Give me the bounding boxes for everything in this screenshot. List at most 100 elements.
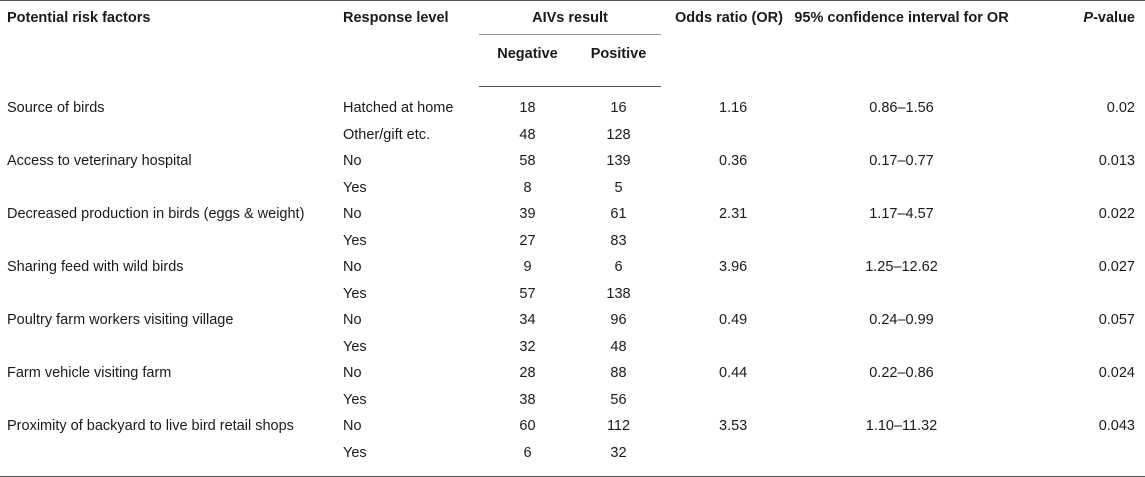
header-p-italic: P bbox=[1083, 10, 1094, 26]
p-value-cell bbox=[1009, 228, 1145, 255]
table-row: Yes 6 32 bbox=[0, 439, 1145, 477]
ci-cell: 1.10–11.32 bbox=[865, 418, 938, 434]
header-aivs: AIVs result bbox=[479, 0, 661, 35]
positive-cell: 139 bbox=[606, 153, 631, 169]
positive-cell: 96 bbox=[610, 312, 627, 328]
odds-ratio-cell bbox=[661, 439, 794, 477]
table-row: Decreased production in birds (eggs & we… bbox=[0, 201, 1145, 228]
factor-cell: Access to veterinary hospital bbox=[7, 153, 192, 169]
ci-cell: 0.17–0.77 bbox=[869, 153, 934, 169]
positive-cell: 112 bbox=[606, 418, 631, 434]
positive-cell: 138 bbox=[606, 285, 631, 302]
table-row: Proximity of backyard to live bird retai… bbox=[0, 413, 1145, 440]
response-cell: No bbox=[343, 312, 362, 328]
negative-cell: 34 bbox=[519, 312, 536, 328]
table-row: Poultry farm workers visiting village No 3… bbox=[0, 307, 1145, 334]
factor-cell bbox=[0, 175, 339, 202]
odds-ratio-cell: 0.49 bbox=[719, 312, 748, 328]
negative-cell: 6 bbox=[479, 439, 576, 477]
positive-cell: 16 bbox=[610, 100, 627, 116]
factor-cell bbox=[0, 122, 339, 149]
odds-ratio-cell bbox=[661, 122, 794, 149]
negative-cell: 57 bbox=[519, 285, 536, 302]
ci-cell bbox=[794, 281, 1009, 308]
odds-ratio-cell: 0.36 bbox=[719, 153, 748, 169]
response-cell: No bbox=[343, 206, 362, 222]
ci-cell: 1.25–12.62 bbox=[865, 259, 938, 275]
response-cell: Yes bbox=[343, 179, 367, 196]
odds-ratio-cell: 1.16 bbox=[719, 99, 748, 116]
ci-cell: 0.86–1.56 bbox=[869, 99, 934, 116]
table-row: Yes 57 138 bbox=[0, 281, 1145, 308]
odds-ratio-cell: 2.31 bbox=[719, 206, 748, 222]
table-row: Source of birds Hatched at home 18 16 1.16 0.… bbox=[0, 87, 1145, 122]
positive-cell: 48 bbox=[610, 338, 627, 355]
p-value-cell bbox=[1009, 439, 1145, 477]
odds-ratio-cell bbox=[661, 334, 794, 361]
table-row: Sharing feed with wild birds No 9 6 3.96 1.25… bbox=[0, 254, 1145, 281]
response-cell: Yes bbox=[343, 391, 367, 408]
odds-ratio-cell: 3.96 bbox=[719, 259, 748, 275]
table-row: Yes 32 48 bbox=[0, 334, 1145, 361]
negative-cell: 32 bbox=[519, 338, 536, 355]
negative-cell: 18 bbox=[519, 100, 536, 116]
factor-cell bbox=[0, 387, 339, 414]
negative-cell: 58 bbox=[519, 153, 536, 169]
odds-ratio-cell bbox=[661, 387, 794, 414]
negative-cell: 39 bbox=[519, 206, 536, 222]
positive-cell: 32 bbox=[576, 439, 661, 477]
response-cell: Yes bbox=[339, 439, 479, 477]
ci-cell bbox=[794, 387, 1009, 414]
p-value-cell: 0.027 bbox=[1098, 259, 1135, 275]
table-row: Yes 8 5 bbox=[0, 175, 1145, 202]
odds-ratio-cell bbox=[661, 228, 794, 255]
factor-cell: Farm vehicle visiting farm bbox=[7, 365, 172, 381]
table-row: Yes 27 83 bbox=[0, 228, 1145, 255]
response-cell: Yes bbox=[343, 285, 367, 302]
table-row: Yes 38 56 bbox=[0, 387, 1145, 414]
p-value-cell bbox=[1009, 175, 1145, 202]
response-cell: Hatched at home bbox=[343, 99, 454, 116]
p-value-cell bbox=[1009, 281, 1145, 308]
factor-cell: Source of birds bbox=[7, 99, 105, 116]
ci-cell bbox=[794, 439, 1009, 477]
response-cell: Other/gift etc. bbox=[343, 126, 431, 143]
p-value-cell: 0.013 bbox=[1098, 153, 1135, 169]
factor-cell bbox=[0, 228, 339, 255]
table-row: Farm vehicle visiting farm No 28 88 0.44 0.22… bbox=[0, 360, 1145, 387]
positive-cell: 88 bbox=[610, 365, 627, 381]
header-p-value: P-value bbox=[1009, 0, 1145, 87]
positive-cell: 128 bbox=[606, 126, 631, 143]
factor-cell bbox=[0, 439, 339, 477]
header-ci: 95% confidence interval for OR bbox=[794, 0, 1009, 87]
p-value-cell: 0.043 bbox=[1098, 418, 1135, 434]
ci-cell: 0.24–0.99 bbox=[869, 312, 934, 328]
header-p-rest: -value bbox=[1093, 10, 1135, 26]
p-value-cell bbox=[1009, 387, 1145, 414]
factor-cell bbox=[0, 334, 339, 361]
factor-cell: Decreased production in birds (eggs & we… bbox=[7, 206, 305, 222]
response-cell: Yes bbox=[343, 232, 367, 249]
odds-ratio-cell bbox=[661, 281, 794, 308]
positive-cell: 5 bbox=[614, 179, 623, 196]
response-cell: No bbox=[343, 418, 362, 434]
response-cell: Yes bbox=[343, 338, 367, 355]
ci-cell bbox=[794, 334, 1009, 361]
odds-ratio-cell: 3.53 bbox=[719, 418, 748, 434]
factor-cell: Poultry farm workers visiting village bbox=[7, 312, 234, 328]
negative-cell: 8 bbox=[523, 179, 532, 196]
positive-cell: 61 bbox=[610, 206, 627, 222]
p-value-cell: 0.022 bbox=[1098, 206, 1135, 222]
negative-cell: 28 bbox=[519, 365, 536, 381]
ci-cell bbox=[794, 228, 1009, 255]
factor-cell bbox=[0, 281, 339, 308]
p-value-cell: 0.057 bbox=[1098, 312, 1135, 328]
odds-ratio-cell bbox=[661, 175, 794, 202]
ci-cell bbox=[794, 175, 1009, 202]
ci-cell: 1.17–4.57 bbox=[869, 206, 934, 222]
ci-cell: 0.22–0.86 bbox=[869, 365, 934, 381]
positive-cell: 6 bbox=[614, 259, 623, 275]
negative-cell: 9 bbox=[523, 259, 532, 275]
